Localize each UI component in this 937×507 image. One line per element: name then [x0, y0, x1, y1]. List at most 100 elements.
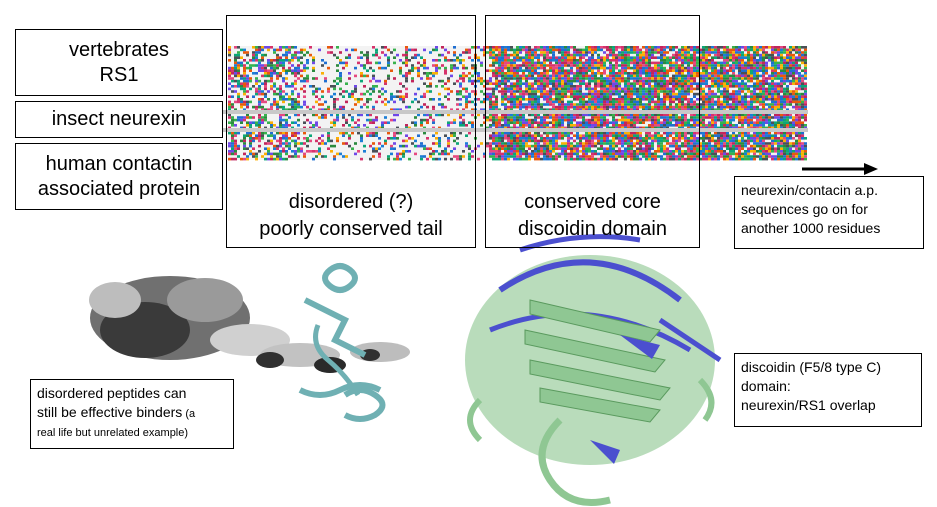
alignment-cell: [567, 152, 570, 156]
alignment-cell: [636, 103, 639, 106]
alignment-cell: [726, 85, 729, 88]
alignment-cell: [513, 92, 516, 96]
alignment-cell: [537, 121, 540, 124]
alignment-cell: [579, 56, 582, 59]
alignment-cell: [537, 113, 540, 117]
alignment-cell: [339, 92, 342, 96]
alignment-cell: [726, 59, 729, 62]
alignment-cell: [651, 98, 654, 101]
alignment-cell: [696, 150, 699, 153]
alignment-cell: [603, 137, 606, 140]
alignment-cell: [660, 98, 663, 101]
alignment-cell: [465, 51, 468, 54]
alignment-cell: [633, 116, 636, 119]
alignment-cell: [234, 53, 237, 57]
alignment-cell: [723, 69, 726, 72]
alignment-cell: [702, 90, 705, 93]
alignment-cell: [759, 152, 762, 156]
alignment-cell: [420, 157, 423, 161]
alignment-cell: [753, 77, 756, 80]
alignment-cell: [573, 51, 576, 54]
alignment-cell: [273, 82, 276, 85]
alignment-cell: [261, 116, 264, 119]
alignment-cell: [534, 77, 537, 80]
alignment-cell: [630, 66, 633, 70]
alignment-cell: [396, 137, 399, 140]
alignment-cell: [567, 134, 570, 137]
alignment-cell: [588, 142, 591, 145]
alignment-cell: [453, 64, 456, 67]
alignment-cell: [687, 105, 690, 109]
alignment-cell: [561, 150, 564, 153]
alignment-cell: [576, 98, 579, 101]
alignment-cell: [228, 95, 231, 98]
alignment-cell: [729, 103, 732, 106]
alignment-cell: [576, 157, 579, 161]
alignment-cell: [591, 79, 594, 83]
alignment-cell: [555, 95, 558, 98]
alignment-cell: [528, 72, 531, 75]
alignment-cell: [639, 56, 642, 59]
alignment-cell: [606, 59, 609, 62]
alignment-cell: [459, 116, 462, 119]
alignment-cell: [447, 139, 450, 143]
alignment-cell: [231, 142, 234, 145]
alignment-cell: [681, 137, 684, 140]
alignment-cell: [624, 155, 627, 158]
alignment-cell: [525, 118, 528, 122]
alignment-cell: [402, 95, 405, 98]
alignment-cell: [741, 139, 744, 143]
alignment-cell: [675, 82, 678, 85]
alignment-cell: [741, 155, 744, 158]
alignment-cell: [525, 108, 528, 111]
alignment-cell: [633, 69, 636, 72]
alignment-cell: [654, 90, 657, 93]
alignment-cell: [639, 61, 642, 65]
alignment-cell: [552, 116, 555, 119]
alignment-cell: [396, 108, 399, 111]
alignment-cell: [399, 69, 402, 72]
alignment-cell: [630, 85, 633, 88]
alignment-cell: [459, 157, 462, 161]
alignment-cell: [669, 134, 672, 137]
alignment-cell: [627, 113, 630, 117]
alignment-cell: [675, 79, 678, 83]
alignment-cell: [420, 142, 423, 145]
alignment-cell: [456, 137, 459, 140]
alignment-cell: [651, 53, 654, 57]
alignment-cell: [339, 105, 342, 109]
alignment-cell: [660, 150, 663, 153]
alignment-cell: [330, 126, 333, 130]
alignment-cell: [600, 126, 603, 130]
alignment-cell: [756, 85, 759, 88]
alignment-cell: [648, 113, 651, 117]
alignment-cell: [582, 147, 585, 150]
alignment-cell: [369, 134, 372, 137]
alignment-cell: [345, 90, 348, 93]
alignment-cell: [492, 59, 495, 62]
alignment-cell: [756, 64, 759, 67]
alignment-cell: [543, 124, 546, 127]
alignment-cell: [681, 103, 684, 106]
alignment-cell: [267, 152, 270, 156]
alignment-cell: [750, 157, 753, 161]
alignment-cell: [648, 147, 651, 150]
alignment-cell: [750, 105, 753, 109]
alignment-cell: [687, 85, 690, 88]
alignment-cell: [564, 46, 567, 49]
alignment-cell: [414, 116, 417, 119]
alignment-cell: [357, 61, 360, 65]
alignment-cell: [417, 72, 420, 75]
alignment-cell: [543, 108, 546, 111]
alignment-cell: [654, 113, 657, 117]
alignment-cell: [501, 139, 504, 143]
alignment-cell: [738, 155, 741, 158]
alignment-cell: [576, 142, 579, 145]
alignment-cell: [399, 72, 402, 75]
alignment-cell: [291, 126, 294, 130]
alignment-cell: [561, 85, 564, 88]
alignment-cell: [753, 126, 756, 130]
alignment-cell: [633, 134, 636, 137]
alignment-cell: [582, 121, 585, 124]
alignment-cell: [639, 69, 642, 72]
